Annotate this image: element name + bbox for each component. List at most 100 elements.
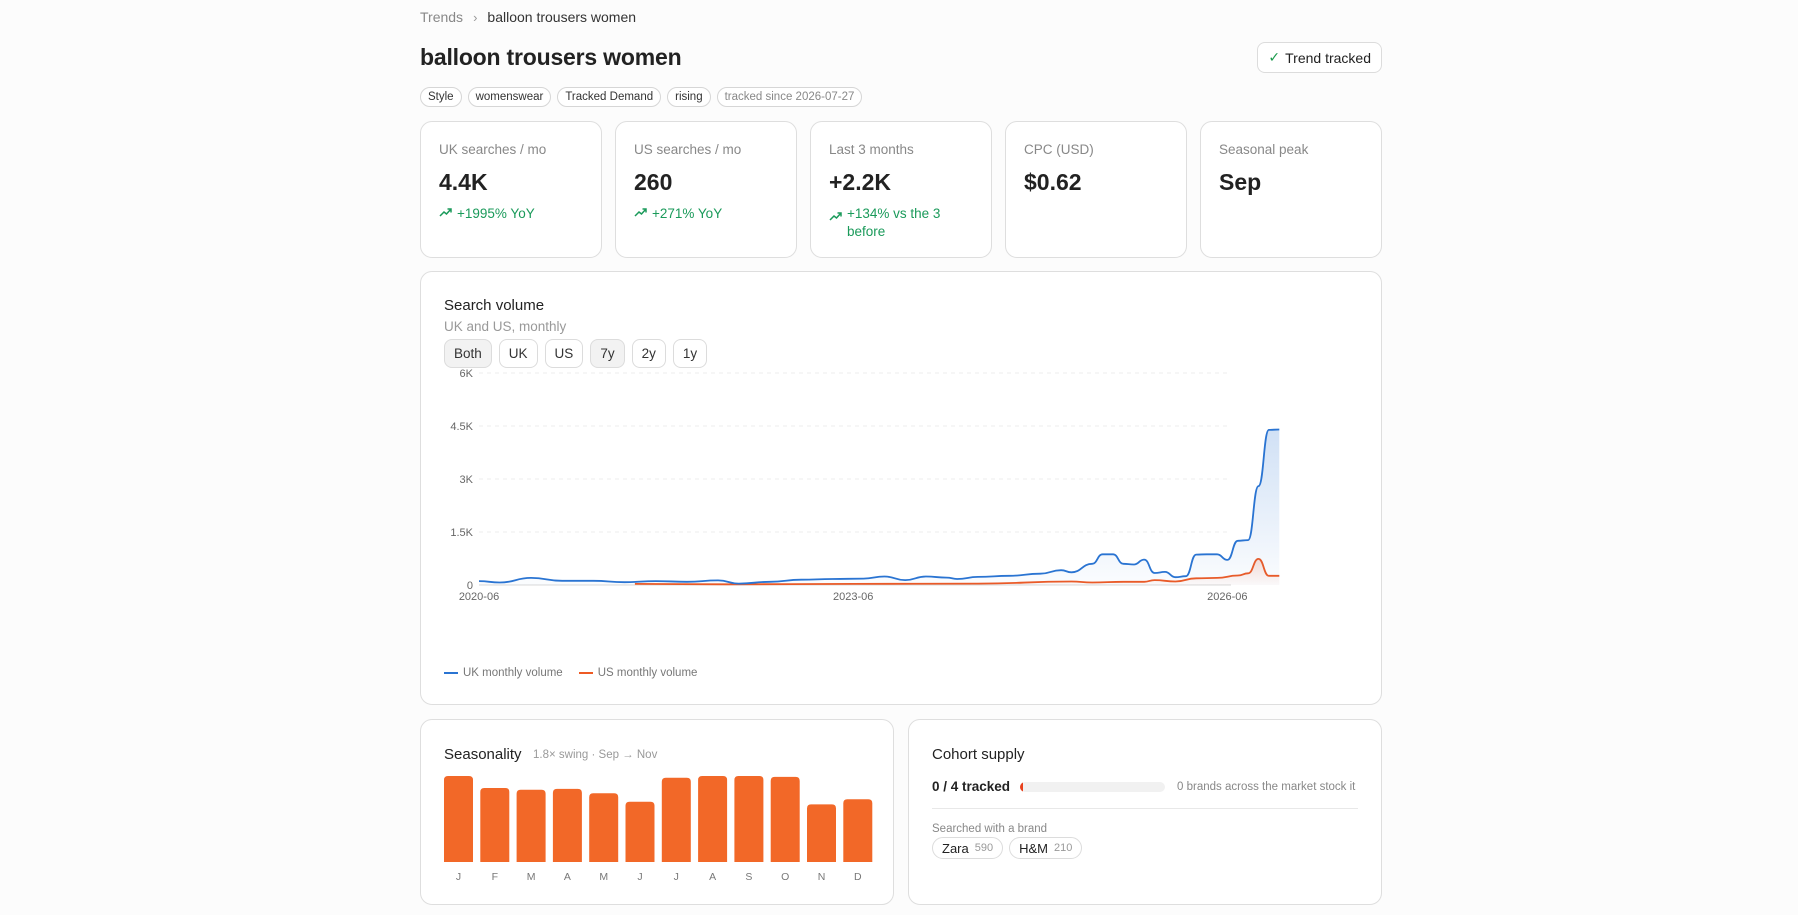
brand-label: Searched with a brand bbox=[932, 823, 1048, 835]
divider bbox=[932, 808, 1358, 809]
search-volume-card: 0 1.5K 3K 4.5K 6K 2020-06 2023-06 2026-06 Searc… bbox=[420, 271, 1382, 705]
page-title: balloon trousers women bbox=[420, 44, 682, 70]
y-tick-label: 4.5K bbox=[450, 421, 473, 433]
toggle-2y[interactable]: 2y bbox=[631, 339, 666, 368]
chart-legend: UK monthly volume US monthly volume bbox=[444, 667, 697, 679]
seasonality-card: J F M A M J J A S O N D Seasonality 1.8× swing · Se… bbox=[420, 719, 894, 905]
stat-card-last-3-months: Last 3 months +2.2K +134% vs the 3 befor… bbox=[810, 121, 992, 258]
season-bar bbox=[589, 793, 619, 862]
search-volume-chart: 0 1.5K 3K 4.5K 6K 2020-06 2023-06 2026-06 bbox=[450, 368, 1280, 603]
season-bar bbox=[516, 789, 546, 862]
check-icon: ✓ bbox=[1268, 49, 1281, 65]
stat-delta-text: +134% vs the 3 before bbox=[847, 206, 941, 239]
tag-list: Style womenswear Tracked Demand rising t… bbox=[420, 87, 863, 107]
series-line-uk bbox=[478, 428, 1280, 585]
brand-chip-hm[interactable]: H&M 210 bbox=[1009, 837, 1083, 859]
tag-womenswear[interactable]: womenswear bbox=[467, 87, 552, 107]
stat-label: Seasonal peak bbox=[1219, 142, 1309, 157]
y-tick-label: 1.5K bbox=[450, 527, 473, 539]
cohort-progress-fill bbox=[1020, 781, 1024, 792]
season-bar bbox=[480, 788, 510, 862]
toggle-1y[interactable]: 1y bbox=[672, 339, 708, 368]
y-tick-label: 6K bbox=[460, 368, 474, 380]
month-label: M bbox=[527, 871, 536, 883]
brand-list: Zara 590 H&M 210 bbox=[932, 837, 1083, 859]
trending-up-icon bbox=[829, 212, 842, 221]
trend-tracked-label: Trend tracked bbox=[1285, 49, 1371, 66]
trending-up-icon bbox=[634, 208, 647, 217]
seasonality-title: Seasonality bbox=[444, 746, 522, 763]
seasonality-subtitle: 1.8× swing · Sep → Nov bbox=[533, 749, 658, 761]
stat-card-seasonal-peak: Seasonal peak Sep bbox=[1200, 121, 1382, 258]
season-bar bbox=[625, 801, 655, 862]
search-volume-title: Search volume bbox=[444, 297, 545, 314]
toggle-uk[interactable]: UK bbox=[498, 339, 538, 368]
stat-label: Last 3 months bbox=[829, 142, 914, 157]
x-tick-label: 2020-06 bbox=[459, 591, 499, 603]
stat-value: 260 bbox=[634, 169, 673, 195]
breadcrumb: Trends › balloon trousers women bbox=[420, 9, 636, 25]
stat-value: Sep bbox=[1219, 169, 1262, 195]
stat-card-uk-searches: UK searches / mo 4.4K +1995% YoY bbox=[420, 121, 602, 258]
month-label: N bbox=[818, 871, 826, 883]
stat-value: 4.4K bbox=[439, 169, 488, 195]
legend-label-uk: UK monthly volume bbox=[463, 667, 563, 679]
season-bar bbox=[843, 799, 873, 862]
series-area-uk bbox=[479, 429, 1280, 585]
chevron-right-icon: › bbox=[473, 9, 478, 25]
season-bar bbox=[552, 788, 582, 862]
y-tick-label: 3K bbox=[460, 474, 474, 486]
brand-name: H&M bbox=[1019, 840, 1048, 856]
month-label: A bbox=[709, 871, 716, 883]
cohort-note: 0 brands across the market stock it bbox=[1177, 780, 1356, 793]
cohort-count: 0 / 4 tracked bbox=[932, 779, 1011, 794]
legend-item-uk[interactable]: UK monthly volume bbox=[444, 667, 563, 679]
month-label: J bbox=[674, 871, 679, 883]
cohort-progress-bar bbox=[1020, 781, 1166, 792]
month-label: A bbox=[564, 871, 571, 883]
tag-style[interactable]: Style bbox=[420, 87, 462, 107]
brand-chip-zara[interactable]: Zara 590 bbox=[932, 837, 1004, 859]
breadcrumb-current: balloon trousers women bbox=[487, 9, 637, 25]
month-label: F bbox=[492, 871, 498, 883]
season-bar bbox=[734, 776, 764, 862]
stat-card-us-searches: US searches / mo 260 +271% YoY bbox=[615, 121, 797, 258]
trending-up-icon bbox=[439, 208, 452, 217]
cohort-supply-card: Cohort supply 0 / 4 tracked 0 brands acr… bbox=[908, 719, 1382, 905]
stat-delta: +271% YoY bbox=[634, 205, 778, 223]
toggle-7y[interactable]: 7y bbox=[590, 339, 625, 368]
tag-rising[interactable]: rising bbox=[667, 87, 711, 107]
stat-label: UK searches / mo bbox=[439, 142, 547, 157]
stat-card-cpc: CPC (USD) $0.62 bbox=[1005, 121, 1187, 258]
season-bar bbox=[444, 776, 473, 862]
month-label: M bbox=[599, 871, 608, 883]
stat-delta-text: +271% YoY bbox=[652, 206, 723, 221]
x-tick-label: 2026-06 bbox=[1207, 591, 1247, 603]
tracked-since-badge: tracked since 2026-07-27 bbox=[716, 87, 863, 107]
breadcrumb-trends-link[interactable]: Trends bbox=[420, 9, 464, 25]
cohort-row: 0 / 4 tracked 0 brands across the market… bbox=[932, 779, 1355, 794]
season-bar bbox=[661, 777, 691, 862]
month-label: D bbox=[854, 871, 862, 883]
month-label: J bbox=[456, 871, 461, 883]
stat-label: US searches / mo bbox=[634, 142, 742, 157]
brand-count: 210 bbox=[1053, 842, 1073, 854]
legend-item-us[interactable]: US monthly volume bbox=[578, 667, 698, 679]
stat-value: $0.62 bbox=[1024, 169, 1082, 195]
trend-tracked-button[interactable]: ✓ Trend tracked bbox=[1257, 42, 1382, 73]
season-bar bbox=[807, 804, 836, 862]
season-bar bbox=[698, 776, 728, 862]
y-tick-label: 0 bbox=[467, 580, 473, 592]
chart-toggle-group: Both UK US 7y 2y 1y bbox=[444, 339, 708, 368]
brand-count: 590 bbox=[974, 842, 994, 854]
brand-name: Zara bbox=[942, 840, 969, 856]
month-label: S bbox=[745, 871, 752, 883]
tag-tracked-demand[interactable]: Tracked Demand bbox=[557, 87, 662, 107]
stat-value: +2.2K bbox=[829, 169, 892, 195]
stat-delta: +1995% YoY bbox=[439, 205, 583, 223]
stat-label: CPC (USD) bbox=[1024, 142, 1094, 157]
toggle-both[interactable]: Both bbox=[444, 339, 492, 368]
season-bar bbox=[770, 776, 800, 862]
legend-label-us: US monthly volume bbox=[597, 667, 698, 679]
toggle-us[interactable]: US bbox=[544, 339, 584, 368]
